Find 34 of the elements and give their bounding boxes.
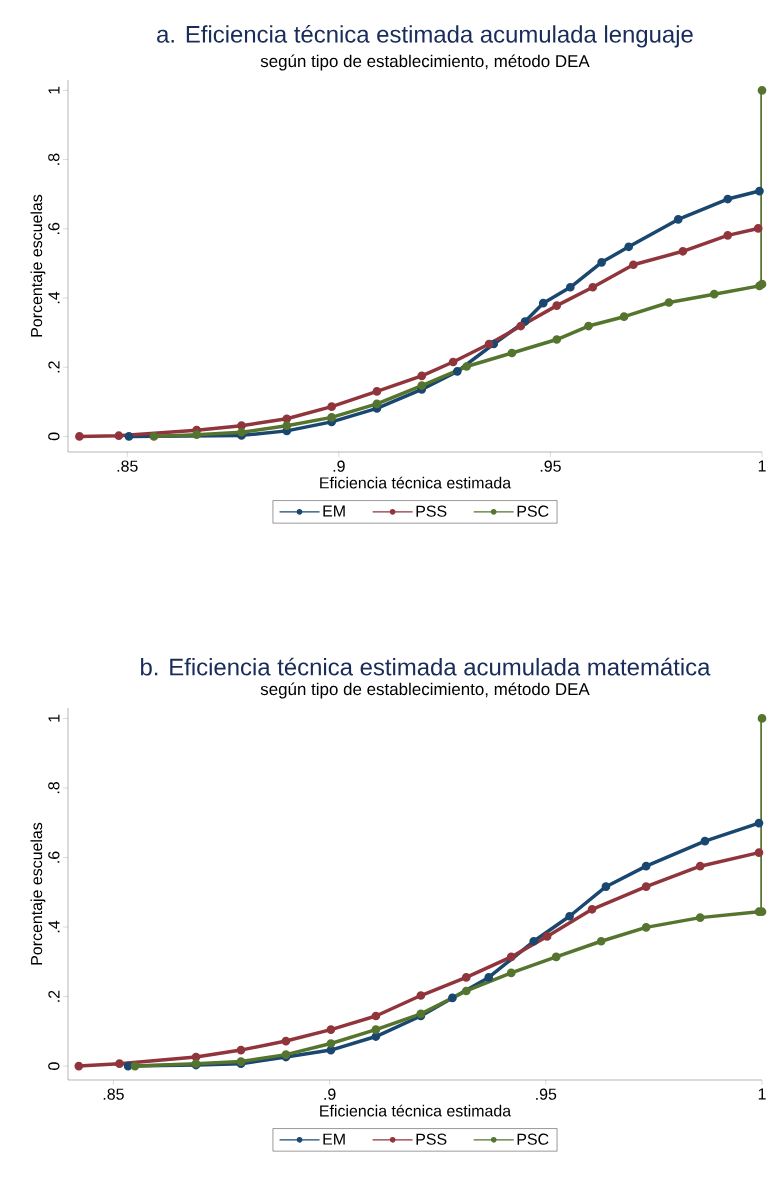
chart-title: b. Eficiencia técnica estimada acumulada matemática (141, 657, 711, 676)
x-tick-label: .95 (540, 460, 561, 472)
y-tick-label: .4 (48, 291, 60, 304)
x-axis-title: Eficiencia técnica estimada (320, 1104, 512, 1117)
chart-subtitle: según tipo de establecimiento, método DEA (260, 682, 590, 699)
y-tick-label: 1 (48, 714, 60, 722)
y-axis-title: Porcentaje escuelas (30, 822, 46, 965)
x-tick-label: 1 (758, 1088, 766, 1100)
legend-label: EM (323, 1133, 345, 1145)
y-tick-label: .2 (48, 361, 60, 373)
x-tick-label: .9 (324, 1088, 336, 1100)
y-axis-title: Porcentaje escuelas (30, 194, 46, 337)
y-tick-label: 0 (48, 432, 60, 441)
y-tick-label: .4 (48, 920, 60, 933)
x-tick-label: .95 (536, 1088, 557, 1100)
chart-title: a. Eficiencia técnica estimada acumulada lenguaje (157, 24, 693, 48)
y-tick-label: .6 (48, 851, 60, 863)
chart-subtitle: según tipo de establecimiento, método DEA (260, 54, 590, 71)
x-axis-title: Eficiencia técnica estimada (320, 476, 512, 489)
legend-label: PSC (517, 1133, 549, 1145)
legend-label: PSC (517, 505, 549, 517)
x-tick-label: .85 (117, 460, 138, 472)
y-tick-label: 1 (48, 86, 60, 94)
x-tick-label: .9 (333, 460, 345, 472)
y-tick-label: .8 (48, 153, 60, 165)
legend-label: EM (323, 505, 345, 517)
x-tick-label: 1 (758, 460, 766, 472)
x-tick-label: .85 (103, 1088, 124, 1100)
legend-label: PSS (416, 1133, 447, 1145)
y-tick-label: .2 (48, 990, 60, 1002)
y-tick-label: .6 (48, 222, 60, 234)
y-tick-label: 0 (48, 1062, 60, 1070)
y-tick-label: .8 (48, 782, 60, 794)
legend-label: PSS (416, 505, 447, 517)
